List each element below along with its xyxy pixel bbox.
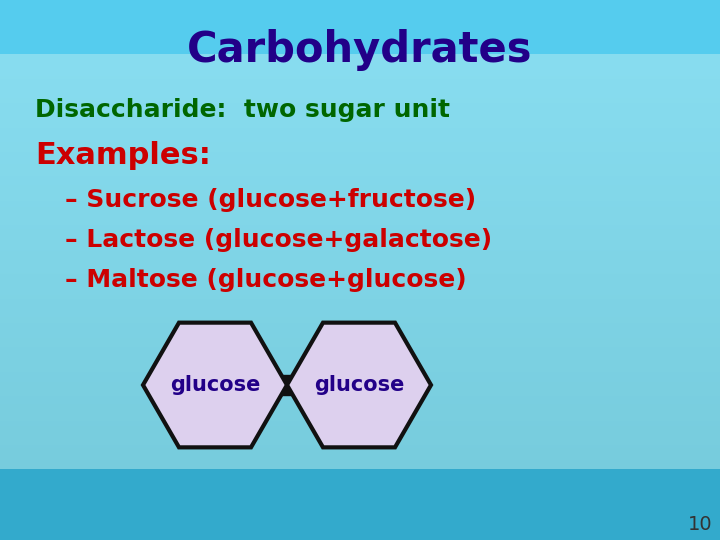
Text: Carbohydrates: Carbohydrates xyxy=(187,29,533,71)
Text: glucose: glucose xyxy=(314,375,404,395)
Text: Examples:: Examples: xyxy=(35,140,211,170)
Text: – Sucrose (glucose+fructose): – Sucrose (glucose+fructose) xyxy=(65,188,476,212)
Text: – Lactose (glucose+galactose): – Lactose (glucose+galactose) xyxy=(65,228,492,252)
Text: Disaccharide:  two sugar unit: Disaccharide: two sugar unit xyxy=(35,98,450,122)
Text: 10: 10 xyxy=(688,516,712,535)
Text: glucose: glucose xyxy=(170,375,260,395)
Polygon shape xyxy=(143,322,287,447)
Polygon shape xyxy=(269,375,305,395)
Polygon shape xyxy=(287,322,431,447)
Text: – Maltose (glucose+glucose): – Maltose (glucose+glucose) xyxy=(65,268,467,292)
